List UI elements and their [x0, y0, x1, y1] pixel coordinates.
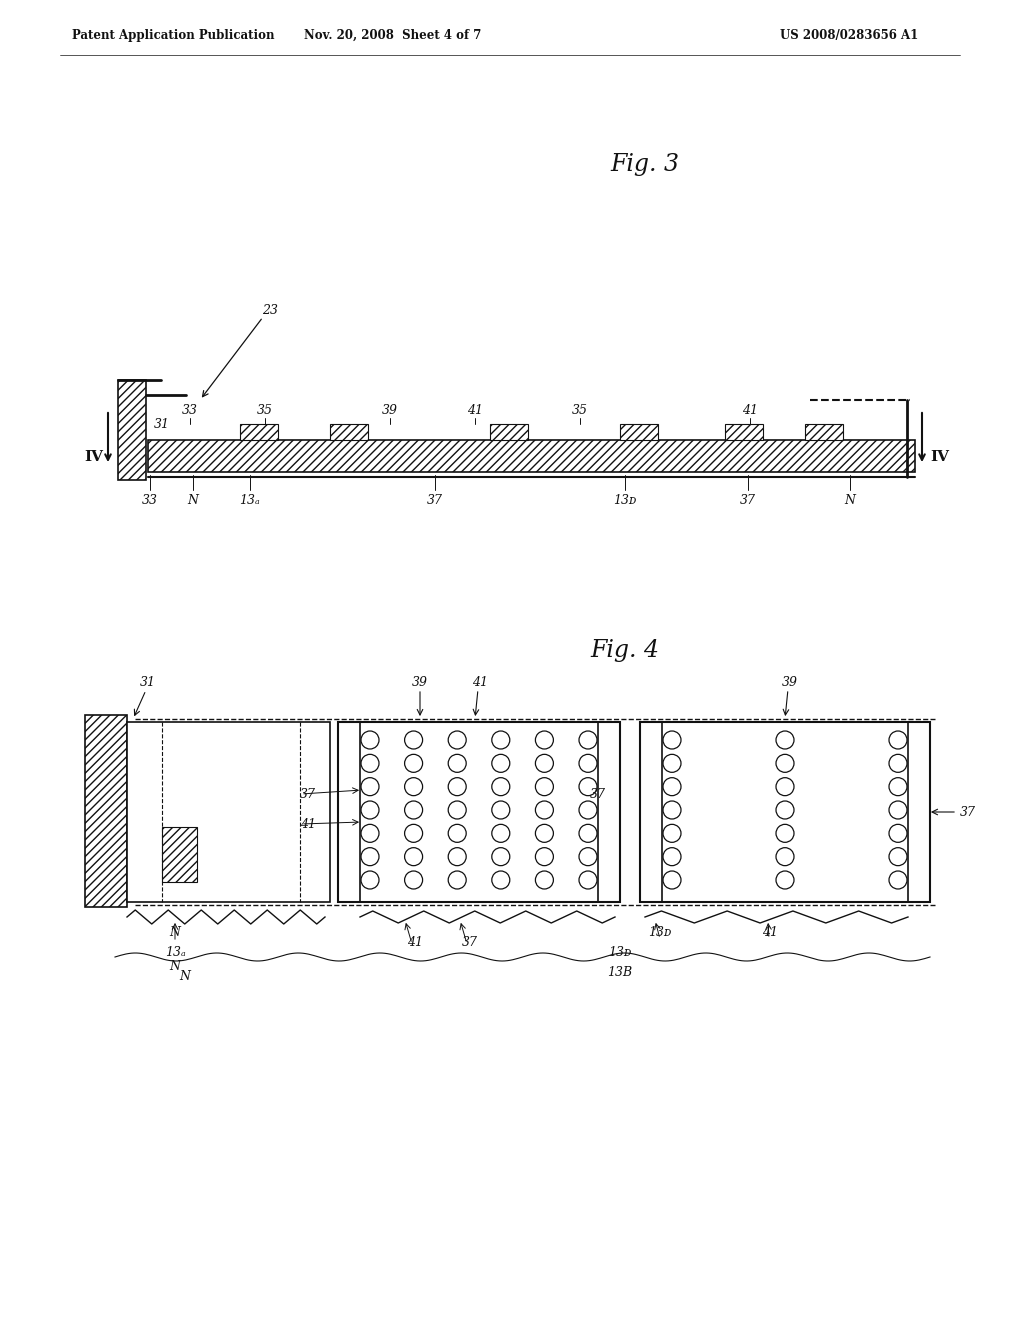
- Bar: [162, 828, 197, 882]
- Text: 41: 41: [472, 676, 488, 689]
- Text: 37: 37: [590, 788, 606, 800]
- Text: IV: IV: [84, 450, 103, 465]
- Text: 31: 31: [140, 676, 156, 689]
- Bar: [148, 440, 915, 473]
- Text: 41: 41: [742, 404, 758, 417]
- Text: 37: 37: [740, 494, 756, 507]
- Text: N: N: [187, 494, 199, 507]
- Bar: [118, 380, 146, 480]
- Text: 39: 39: [782, 676, 798, 689]
- Bar: [725, 424, 763, 440]
- Bar: [640, 722, 930, 902]
- Bar: [805, 424, 843, 440]
- Text: IV: IV: [930, 450, 949, 465]
- Text: 37: 37: [462, 936, 478, 949]
- Text: 35: 35: [572, 404, 588, 417]
- Text: 39: 39: [382, 404, 398, 417]
- Text: 23: 23: [262, 304, 278, 317]
- Bar: [620, 424, 658, 440]
- Text: 13B: 13B: [607, 965, 633, 978]
- Text: 35: 35: [257, 404, 273, 417]
- Bar: [240, 424, 278, 440]
- Text: Fig. 4: Fig. 4: [591, 639, 659, 661]
- Text: 37: 37: [961, 805, 976, 818]
- Text: 41: 41: [407, 936, 423, 949]
- Text: N: N: [170, 961, 180, 974]
- Text: 13ᴅ: 13ᴅ: [648, 925, 672, 939]
- Bar: [330, 424, 368, 440]
- Text: Patent Application Publication: Patent Application Publication: [72, 29, 274, 41]
- Text: 13ᴅ: 13ᴅ: [608, 945, 632, 958]
- Bar: [85, 715, 127, 907]
- Text: 13ₐ: 13ₐ: [240, 494, 260, 507]
- Text: 33: 33: [142, 494, 158, 507]
- Text: 39: 39: [412, 676, 428, 689]
- Text: 33: 33: [182, 404, 198, 417]
- Text: 41: 41: [467, 404, 483, 417]
- Text: N: N: [170, 925, 180, 939]
- Text: Nov. 20, 2008  Sheet 4 of 7: Nov. 20, 2008 Sheet 4 of 7: [304, 29, 481, 41]
- Bar: [490, 424, 528, 440]
- Text: N: N: [179, 970, 190, 983]
- Text: US 2008/0283656 A1: US 2008/0283656 A1: [780, 29, 919, 41]
- Text: N: N: [845, 494, 855, 507]
- Bar: [338, 722, 620, 902]
- Text: 13ₐ: 13ₐ: [165, 945, 185, 958]
- Text: 31: 31: [154, 418, 170, 432]
- Text: 37: 37: [427, 494, 443, 507]
- Text: 13ᴅ: 13ᴅ: [613, 494, 637, 507]
- Text: Fig. 3: Fig. 3: [610, 153, 680, 177]
- Bar: [127, 722, 330, 902]
- Text: 41: 41: [300, 817, 316, 830]
- Text: 37: 37: [300, 788, 316, 800]
- Text: 41: 41: [762, 925, 778, 939]
